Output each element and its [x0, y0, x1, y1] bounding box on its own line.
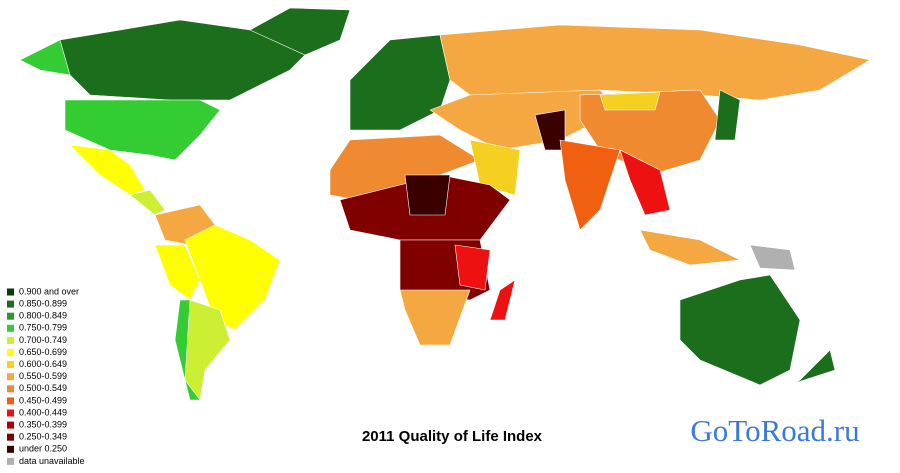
legend: 0.900 and over 0.850-0.899 0.800-0.849 0.75… [7, 286, 85, 466]
north-africa [329, 134, 481, 201]
legend-swatch [7, 433, 14, 441]
southeast-asia [619, 149, 671, 216]
legend-label: 0.350-0.399 [19, 419, 67, 429]
legend-label: 0.850-0.899 [19, 298, 67, 308]
madagascar [489, 279, 516, 321]
legend-label: 0.500-0.549 [19, 383, 67, 393]
legend-swatch [7, 457, 14, 465]
legend-swatch [7, 397, 14, 405]
indonesia [639, 229, 742, 266]
legend-swatch [7, 288, 14, 296]
brazil [184, 224, 281, 331]
legend-label: 0.750-0.799 [19, 323, 67, 333]
legend-swatch [7, 385, 14, 393]
legend-label: 0.450-0.499 [19, 395, 67, 405]
legend-swatch [7, 336, 14, 344]
europe [349, 34, 451, 131]
arabia [469, 139, 521, 196]
new-zealand [794, 349, 836, 384]
legend-label: 0.700-0.749 [19, 335, 67, 345]
watermark: GoToRoad.ru [690, 413, 859, 448]
legend-swatch [7, 361, 14, 369]
legend-label: data unavailable [19, 456, 85, 466]
chad-niger [404, 174, 451, 216]
legend-label: 0.550-0.599 [19, 371, 67, 381]
legend-swatch [7, 421, 14, 429]
usa [64, 99, 221, 161]
legend-label: 0.400-0.449 [19, 407, 67, 417]
russia [439, 24, 871, 101]
legend-swatch [7, 300, 14, 308]
map-title: 2011 Quality of Life Index [362, 428, 543, 445]
legend-label: 0.650-0.699 [19, 347, 67, 357]
australia [679, 274, 801, 386]
legend-swatch [7, 349, 14, 356]
legend-swatch [7, 373, 14, 381]
legend-swatch [7, 409, 14, 417]
greenland [249, 7, 351, 56]
japan [714, 89, 741, 141]
peru [154, 244, 201, 301]
mongolia [599, 91, 661, 111]
legend-label: 0.900 and over [19, 286, 79, 296]
mexico [69, 144, 146, 196]
countries [19, 7, 871, 401]
central-america [129, 189, 166, 216]
tanzania [454, 244, 491, 291]
india [559, 139, 621, 231]
legend-swatch [7, 445, 14, 453]
south-africa [399, 289, 471, 346]
chile [174, 299, 201, 401]
legend-label: 0.250-0.349 [19, 432, 67, 442]
legend-swatch [7, 312, 14, 320]
legend-label: 0.800-0.849 [19, 311, 67, 321]
legend-swatch [7, 324, 14, 332]
papua [749, 244, 796, 271]
legend-label: under 0.250 [19, 444, 67, 454]
legend-label: 0.600-0.649 [19, 359, 67, 369]
